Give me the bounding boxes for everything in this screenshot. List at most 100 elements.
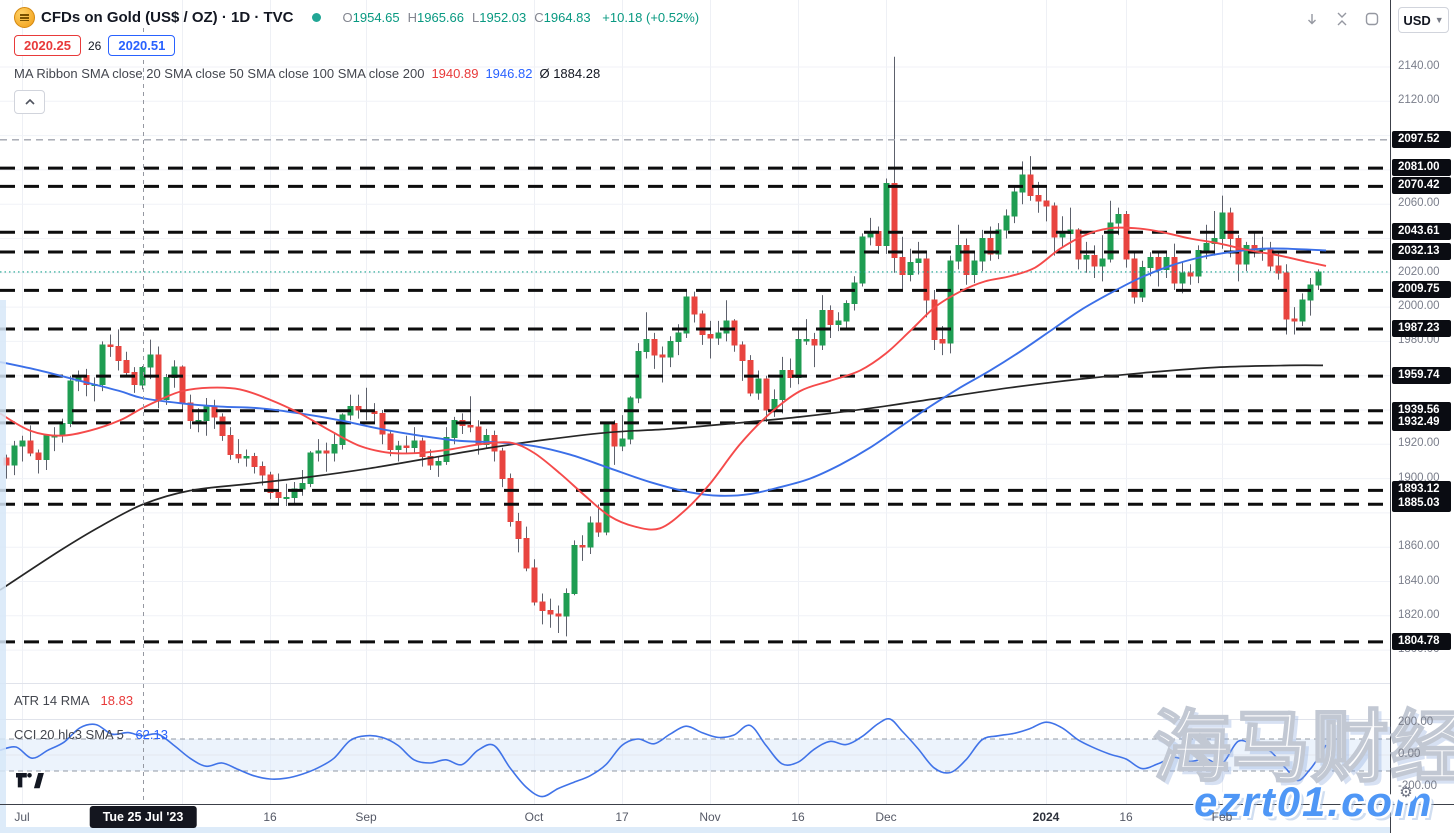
candle-up	[147, 354, 154, 368]
candle-up	[59, 423, 66, 437]
change-value: +10.18 (+0.52%)	[602, 10, 700, 25]
candle-down	[35, 452, 42, 461]
candle-up	[1011, 191, 1018, 217]
ask-price-box[interactable]: 2020.51	[108, 35, 176, 56]
candle-down	[251, 455, 258, 468]
candle-down	[1283, 272, 1290, 320]
candle-down	[219, 416, 226, 437]
candle-down	[579, 544, 586, 548]
price-axis-label: 1900.00	[1398, 471, 1440, 484]
candle-up	[683, 296, 690, 334]
time-axis-label: Dec	[875, 810, 897, 824]
time-axis-label: 16	[1119, 810, 1133, 824]
candle-down	[467, 424, 474, 428]
chart-toolbar	[1300, 7, 1384, 31]
candle-up	[451, 419, 458, 438]
gold-coin-icon	[14, 7, 35, 28]
sma50-line	[0, 247, 1327, 497]
time-axis-label: Nov	[699, 810, 721, 824]
tradingview-logo[interactable]	[16, 773, 46, 796]
atr-value: 18.83	[100, 693, 134, 708]
candle-up	[11, 445, 18, 466]
chevron-down-icon: ▼	[1434, 15, 1444, 25]
candle-up	[1243, 244, 1250, 265]
candle-up	[299, 483, 306, 490]
price-level-badge: 1932.49	[1392, 413, 1451, 431]
time-axis[interactable]: Tue 25 Jul '23 JulAug16SepOct17Nov16Dec2…	[0, 805, 1454, 833]
candle-up	[291, 488, 298, 498]
candle-down	[891, 183, 898, 258]
price-level-badge: 2070.42	[1392, 177, 1451, 195]
candle-up	[979, 238, 986, 262]
cci-pane-legend[interactable]: CCI 20 hlc3 SMA 5 62.13	[14, 727, 168, 742]
price-axis-label: 1840.00	[1398, 574, 1440, 587]
candle-up	[643, 339, 650, 353]
sma200-line	[0, 364, 1324, 591]
candle-up	[571, 544, 578, 595]
ohlc-values: O1954.65 H1965.66 L1952.03 C1964.83 +10.18 …	[342, 10, 700, 25]
currency-value: USD	[1403, 12, 1431, 28]
axis-settings-gear-icon[interactable]: ⚙	[1396, 783, 1416, 803]
legend-collapse-button[interactable]	[14, 90, 45, 114]
candle-down	[387, 433, 394, 450]
candle-down	[739, 344, 746, 361]
fullscreen-button[interactable]	[1360, 7, 1384, 31]
cci-line	[0, 717, 1327, 798]
maximize-pane-button[interactable]	[1330, 7, 1354, 31]
price-axis-label: 2120.00	[1398, 94, 1440, 107]
candle-down	[1227, 212, 1234, 239]
cci-value: 62.13	[135, 727, 168, 742]
candle-up	[315, 450, 322, 454]
candle-down	[707, 334, 714, 339]
symbol-legend-row[interactable]: CFDs on Gold (US$ / OZ) · 1D · TVC O1954…	[14, 7, 699, 28]
atr-pane-legend[interactable]: ATR 14 RMA 18.83	[14, 693, 133, 708]
sma20-line	[0, 226, 1327, 531]
candle-up	[587, 522, 594, 548]
candle-down	[507, 478, 514, 522]
candle-down	[699, 313, 706, 336]
candle-down	[1275, 265, 1282, 274]
ma-ribbon-legend-row[interactable]: MA Ribbon SMA close 20 SMA close 50 SMA …	[14, 66, 600, 81]
frame-icon	[1365, 12, 1379, 26]
candle-up	[67, 380, 74, 425]
candle-down	[1091, 255, 1098, 267]
candle-down	[899, 256, 906, 276]
candle-up	[99, 344, 106, 385]
market-status-dot-icon	[311, 13, 321, 22]
candle-down	[419, 440, 426, 457]
chart-canvas[interactable]	[0, 0, 1390, 804]
crosshair-date-tooltip: Tue 25 Jul '23	[89, 806, 197, 828]
time-axis-label: Jul	[14, 810, 30, 824]
candle-down	[611, 423, 618, 447]
price-level-badge: 2081.00	[1392, 159, 1451, 177]
candle-up	[667, 340, 674, 358]
candle-down	[931, 299, 938, 341]
candle-up	[1019, 174, 1026, 193]
price-axis[interactable]: ⚙ 2140.00 2120.00 2060.00 2020.00 2000.00 198…	[1390, 0, 1454, 833]
price-axis-label: 2000.00	[1398, 300, 1440, 313]
cci-label: CCI 20 hlc3 SMA 5	[14, 727, 124, 742]
bid-price-box[interactable]: 2020.25	[14, 35, 81, 56]
price-axis-label: 2140.00	[1398, 60, 1440, 72]
cci-axis-label: 0.00	[1398, 748, 1421, 760]
time-axis-label: 16	[791, 810, 805, 824]
candle-down	[987, 238, 994, 255]
candle-down	[923, 258, 930, 301]
sma50-value: 1946.82	[485, 66, 533, 81]
candle-up	[947, 260, 954, 344]
time-axis-border	[0, 804, 1454, 805]
candle-up	[19, 440, 26, 447]
price-level-badge: 1959.74	[1392, 367, 1451, 385]
candle-up	[675, 332, 682, 342]
candle-up	[195, 419, 202, 422]
currency-dropdown[interactable]: USD ▼	[1398, 7, 1449, 33]
time-axis-label: Oct	[524, 810, 544, 824]
candle-down	[3, 457, 10, 466]
ma-average-value: Ø 1884.28	[539, 66, 601, 81]
candle-down	[1291, 318, 1298, 322]
scroll-down-button[interactable]	[1300, 7, 1324, 31]
candle-up	[1211, 238, 1218, 245]
candle-down	[267, 474, 274, 493]
symbol-title[interactable]: CFDs on Gold (US$ / OZ) · 1D · TVC	[41, 9, 294, 26]
candle-up	[723, 320, 730, 334]
